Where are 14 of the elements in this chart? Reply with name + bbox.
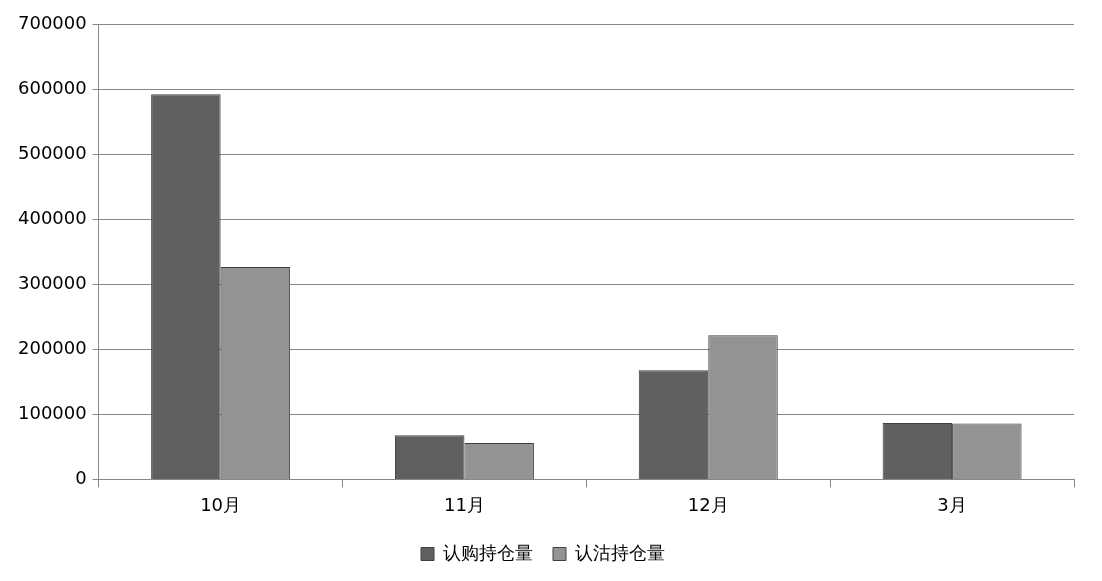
y-tick-label: 400000	[17, 207, 87, 229]
y-tick-label: 300000	[17, 272, 87, 294]
x-tick-label: 12月	[687, 493, 729, 515]
legend-label: 认购持仓量	[443, 541, 533, 563]
x-tick-label: 10月	[200, 493, 242, 515]
y-tick-label: 200000	[17, 337, 87, 359]
x-tick-label: 3月	[937, 493, 967, 515]
y-tick-label: 500000	[17, 142, 87, 164]
y-tick-label: 600000	[17, 77, 87, 99]
legend-label: 认沽持仓量	[575, 541, 665, 563]
y-tick-label: 0	[75, 467, 87, 489]
x-tick-label: 11月	[443, 493, 485, 515]
y-tick-label: 700000	[17, 12, 87, 34]
y-tick-label: 100000	[17, 402, 87, 424]
